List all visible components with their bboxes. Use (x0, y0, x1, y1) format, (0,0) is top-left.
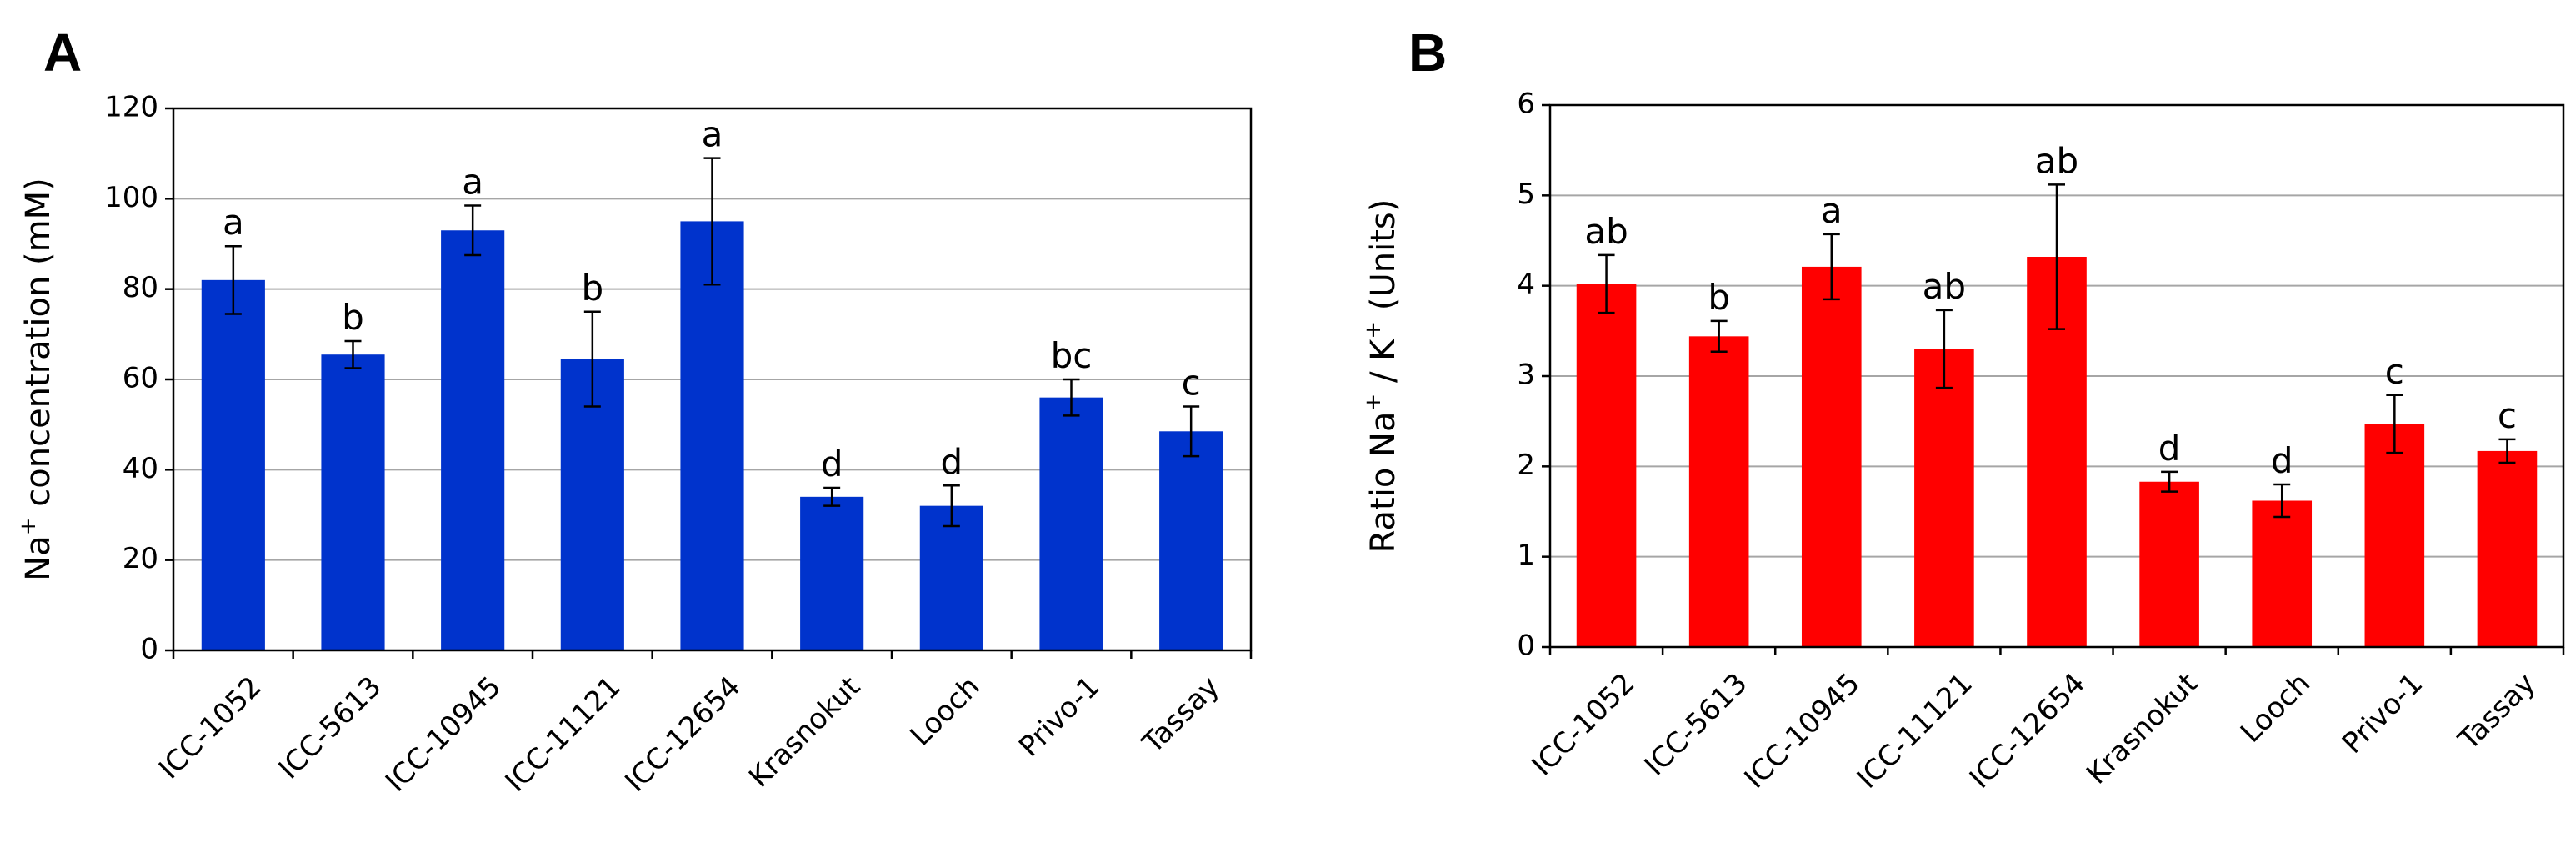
plot-frame (172, 107, 1253, 652)
x-tick-label: ICC-10945 (1738, 667, 1867, 795)
significance-letter: d (821, 444, 843, 484)
bar-icc-1052 (1576, 284, 1637, 647)
x-tick-label: ICC-10945 (379, 670, 508, 799)
bar-icc-5613 (1688, 336, 1749, 647)
x-tick-label: Krasnokut (743, 670, 867, 795)
y-tick-label: 60 (123, 362, 158, 395)
bar-icc-12654 (680, 221, 744, 651)
significance-letter: bc (1051, 335, 1093, 376)
bar-icc-10945 (441, 230, 505, 650)
bar-tassay (2477, 450, 2538, 647)
significance-letter: c (2385, 351, 2404, 392)
panel-letter: B (1408, 23, 1447, 83)
significance-letter: c (2498, 395, 2517, 436)
significance-letter: c (1182, 363, 1201, 404)
y-tick-label: 120 (104, 91, 158, 124)
y-tick-label: 6 (1517, 88, 1535, 121)
y-tick-label: 100 (104, 181, 158, 214)
significance-letter: a (462, 161, 483, 202)
significance-letter: b (1708, 277, 1730, 318)
x-tick-label: ICC-12654 (618, 670, 747, 799)
x-tick-label: ICC-1052 (1526, 667, 1642, 783)
x-tick-label: Privo-1 (2336, 667, 2429, 760)
significance-letter: d (940, 441, 963, 482)
significance-letter: a (702, 114, 723, 155)
x-tick-label: ICC-12654 (1963, 667, 2092, 795)
significance-letter: b (581, 268, 603, 309)
bar-icc-11121 (1914, 349, 1974, 647)
bar-privo-1 (1039, 397, 1103, 650)
significance-letter: ab (1923, 266, 1966, 307)
x-tick-label: ICC-5613 (273, 670, 388, 786)
significance-letter: d (2158, 428, 2181, 469)
significance-letter: a (1821, 190, 1843, 231)
significance-letter: ab (2035, 140, 2078, 181)
y-tick-label: 0 (140, 633, 158, 666)
bar-looch (919, 505, 983, 650)
y-tick-label: 5 (1517, 178, 1535, 211)
bar-icc-10945 (1801, 266, 1862, 647)
x-tick-label: Privo-1 (1013, 670, 1106, 764)
bar-icc-1052 (201, 279, 265, 650)
chart-panel-a: A 0 20 40 60 80 100 120 a ICC-1052 b ICC-5613 a ICC-1… (16, 23, 1253, 799)
significance-letter: b (342, 297, 364, 338)
x-tick-label: ICC-11121 (499, 670, 628, 799)
bar-icc-11121 (560, 359, 624, 650)
x-tick-label: Looch (904, 670, 987, 753)
y-axis-label: Ratio Na+ / K+ (Units) (1361, 199, 1403, 554)
x-tick-label: ICC-1052 (153, 670, 268, 786)
bar-looch (2252, 500, 2313, 647)
y-axis-label: Na+ concentration (mM) (16, 178, 58, 580)
plot-frame (1548, 103, 2565, 649)
bar-krasnokut (2139, 481, 2199, 647)
significance-letter: a (223, 202, 244, 243)
y-tick-label: 1 (1517, 539, 1535, 572)
x-tick-label: ICC-11121 (1851, 667, 1979, 795)
y-tick-label: 20 (123, 542, 158, 575)
x-tick-label: ICC-5613 (1638, 667, 1754, 783)
significance-letter: d (2271, 440, 2293, 481)
y-tick-label: 3 (1517, 359, 1535, 392)
x-tick-label: Tassay (1136, 670, 1226, 760)
y-tick-label: 4 (1517, 268, 1535, 301)
bar-krasnokut (800, 496, 864, 650)
y-tick-label: 40 (123, 452, 158, 485)
panel-letter: A (43, 23, 82, 83)
y-tick-label: 2 (1517, 449, 1535, 482)
x-tick-label: Looch (2234, 667, 2317, 750)
bar-privo-1 (2364, 424, 2425, 647)
bar-icc-5613 (321, 354, 385, 650)
x-tick-label: Tassay (2452, 667, 2542, 757)
bar-tassay (1159, 431, 1223, 650)
y-tick-label: 80 (123, 271, 158, 304)
significance-letter: ab (1584, 211, 1628, 252)
y-tick-label: 0 (1517, 630, 1535, 663)
chart-panel-b: B 0 1 2 3 4 5 6 ab ICC-1052 b ICC-5613 a ICC-10945 ab I… (1361, 23, 2565, 795)
x-tick-label: Krasnokut (2080, 667, 2204, 791)
